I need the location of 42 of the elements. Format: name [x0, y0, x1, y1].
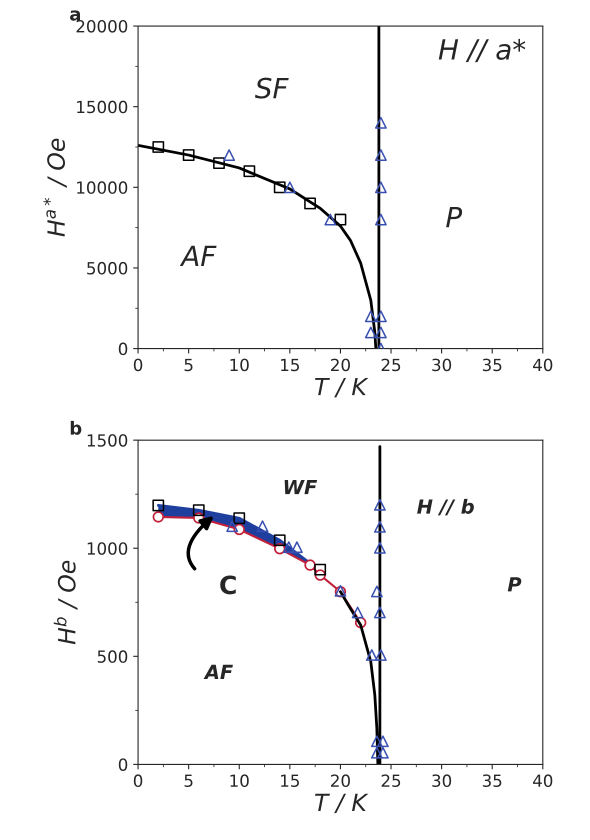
y-axis-title: H$^{b}$ / Oe: [54, 560, 78, 644]
annotation: AF: [204, 664, 233, 679]
x-tick-label: 25: [382, 358, 400, 372]
x-tick-label: 35: [482, 358, 502, 372]
x-tick-label: 15: [281, 358, 299, 372]
annotation: H // a*: [438, 38, 526, 62]
y-tick-label: 5000: [87, 262, 128, 275]
annotation: SF: [254, 78, 289, 99]
y-tick-label: 0: [118, 342, 128, 356]
annotation: P: [508, 577, 522, 592]
y-tick-label: 15000: [77, 100, 128, 114]
x-tick-label: 10: [230, 358, 249, 372]
x-tick-label: 10: [230, 774, 249, 788]
y-axis-title: H$^{a*}$ / Oe: [43, 138, 67, 237]
x-tick-label: 25: [382, 774, 400, 788]
x-tick-label: 20: [331, 358, 350, 372]
y-tick-label: 20000: [76, 20, 128, 33]
x-tick-label: 35: [482, 774, 502, 788]
annotation: H // b: [417, 498, 474, 516]
x-tick-label: 15: [281, 774, 299, 788]
y-tick-label: 500: [98, 650, 128, 663]
y-tick-label: 1000: [88, 542, 128, 555]
y-tick-label: 1500: [88, 434, 128, 447]
x-tick-label: 30: [432, 774, 452, 788]
x-tick-label: 0: [134, 358, 142, 372]
x-tick-label: 20: [331, 774, 350, 788]
x-tick-label: 40: [533, 358, 552, 372]
x-axis-title: T / K: [315, 794, 368, 814]
annotation: P: [446, 206, 462, 228]
chart-title: b: [70, 420, 82, 435]
x-tick-label: 5: [184, 358, 192, 372]
chart-title: a: [70, 10, 80, 21]
y-tick-label: 10000: [77, 181, 128, 194]
x-tick-label: 40: [533, 774, 552, 788]
annotation: WF: [284, 480, 318, 494]
x-tick-label: 0: [134, 774, 142, 788]
y-tick-label: 0: [118, 758, 128, 771]
annotation: C: [220, 575, 236, 594]
x-tick-label: 30: [432, 358, 452, 372]
x-axis-title: T / K: [315, 378, 368, 398]
annotation: AF: [180, 246, 217, 266]
x-tick-label: 5: [184, 774, 192, 788]
